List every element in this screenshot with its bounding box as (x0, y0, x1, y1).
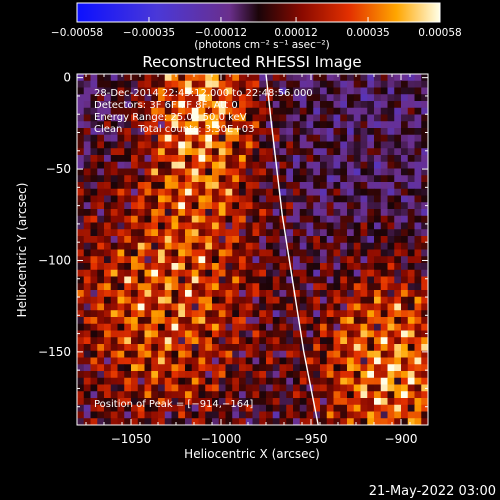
annotation-detectors: Detectors: 3F 6F 7F 8F, Att 0 (94, 100, 238, 111)
heatmap-cells (77, 74, 428, 425)
annotation-time: 28-Dec-2014 22:45:12.000 to 22:48:56.000 (94, 88, 313, 99)
y-tick-label: −150 (38, 345, 71, 359)
colorbar-tick-label: 0.00035 (346, 27, 389, 39)
colorbar-tick-label: −0.00012 (195, 27, 247, 39)
x-tick-label: −950 (295, 432, 328, 446)
chart-title: Reconstructed RHESSI Image (142, 53, 361, 71)
x-axis-label: Heliocentric X (arcsec) (184, 447, 320, 461)
annotation-counts: Clean Total counts: 3.30E+03 (94, 124, 254, 135)
footer-timestamp: 21-May-2022 03:00 (369, 484, 496, 499)
colorbar-unit: (photons cm⁻² s⁻¹ asec⁻²) (194, 39, 329, 51)
solar-limb-curve (265, 74, 319, 425)
colorbar-ticks: −0.00058 −0.00035 −0.00012 0.00012 0.00035 0.… (51, 17, 462, 39)
y-axis-label: Heliocentric Y (arcsec) (15, 183, 29, 318)
colorbar-tick-label: −0.00035 (123, 27, 175, 39)
y-tick-label: 0 (63, 71, 71, 85)
x-tick-label: −900 (385, 432, 418, 446)
colorbar-tick-label: −0.00058 (51, 27, 103, 39)
y-tick-label: −50 (46, 162, 71, 176)
plot-frame (76, 73, 429, 426)
colorbar (76, 2, 441, 23)
axis-ticks: −1050 −1000 −950 −900 0 −50 −100 −150 (38, 71, 429, 446)
colorbar-tick-label: 0.00012 (274, 27, 317, 39)
x-tick-label: −1000 (201, 432, 242, 446)
annotation-energy: Energy Range: 25.0 - 50.0 keV (94, 112, 247, 123)
y-tick-label: −100 (38, 253, 71, 267)
colorbar-tick-label: 0.00058 (418, 27, 461, 39)
peak-position-label: Position of Peak = [−914,−164] (94, 399, 253, 410)
x-tick-label: −1050 (111, 432, 152, 446)
